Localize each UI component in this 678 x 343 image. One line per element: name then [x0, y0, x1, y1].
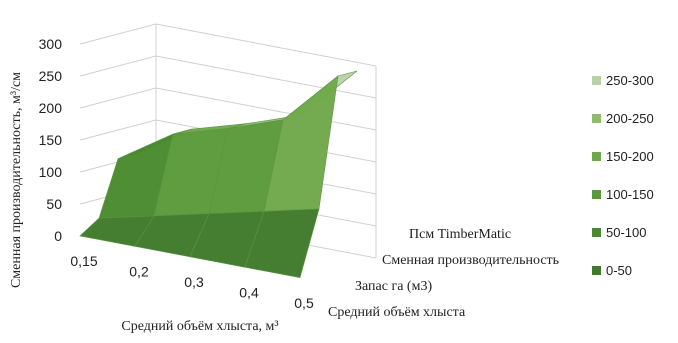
legend-label: 150-200: [606, 149, 654, 164]
y-axis-title: Сменная производительность, м³/см: [9, 72, 24, 288]
legend-swatch: [592, 152, 601, 161]
legend-label: 100-150: [606, 187, 654, 202]
z-tick-label: 100: [39, 164, 63, 180]
z-tick-label: 250: [39, 68, 63, 84]
gridline: [155, 55, 377, 99]
z-tick-label: 0: [54, 228, 62, 244]
z-tick-label: 150: [39, 132, 63, 148]
depth-tick-label: Запас га (м3): [355, 279, 432, 294]
legend-label: 0-50: [606, 263, 632, 278]
legend: 250-300 200-250 150-200 100-150 50-100 0-50: [592, 73, 654, 278]
surface-plot: [79, 70, 358, 279]
x-tick-label: 0,4: [239, 285, 259, 301]
legend-swatch: [592, 266, 601, 275]
x-tick-label: 0,2: [129, 264, 149, 280]
depth-tick-label: Сменная производительность: [382, 253, 559, 268]
depth-axis: Средний объём хлыста Запас га (м3) Сменная…: [328, 227, 559, 320]
gridline: [79, 55, 157, 77]
z-tick-label: 50: [46, 196, 62, 212]
gridline: [79, 87, 157, 109]
legend-swatch: [592, 114, 601, 123]
gridline: [79, 119, 157, 141]
z-tick-label: 300: [39, 36, 63, 52]
legend-swatch: [592, 190, 601, 199]
legend-label: 50-100: [606, 225, 646, 240]
legend-label: 250-300: [606, 73, 654, 88]
depth-tick-label: Псм TimberMatic: [409, 227, 511, 242]
depth-tick-label: Средний объём хлыста: [328, 305, 466, 320]
z-tick-label: 200: [39, 100, 63, 116]
x-axis-title: Средний объём хлыста, м³: [121, 319, 278, 334]
legend-label: 200-250: [606, 111, 654, 126]
gridline: [155, 87, 377, 131]
legend-swatch: [592, 76, 601, 85]
z-axis: 0 50 100 150 200 250 300: [39, 36, 63, 244]
x-tick-label: 0,5: [294, 295, 314, 311]
surface-patch: [244, 208, 320, 279]
x-tick-label: 0,3: [184, 274, 204, 290]
x-axis: 0,15 0,2 0,3 0,4 0,5: [70, 253, 314, 311]
gridline: [79, 23, 157, 45]
x-tick-label: 0,15: [70, 253, 97, 269]
gridline: [155, 23, 377, 67]
legend-swatch: [592, 228, 601, 237]
